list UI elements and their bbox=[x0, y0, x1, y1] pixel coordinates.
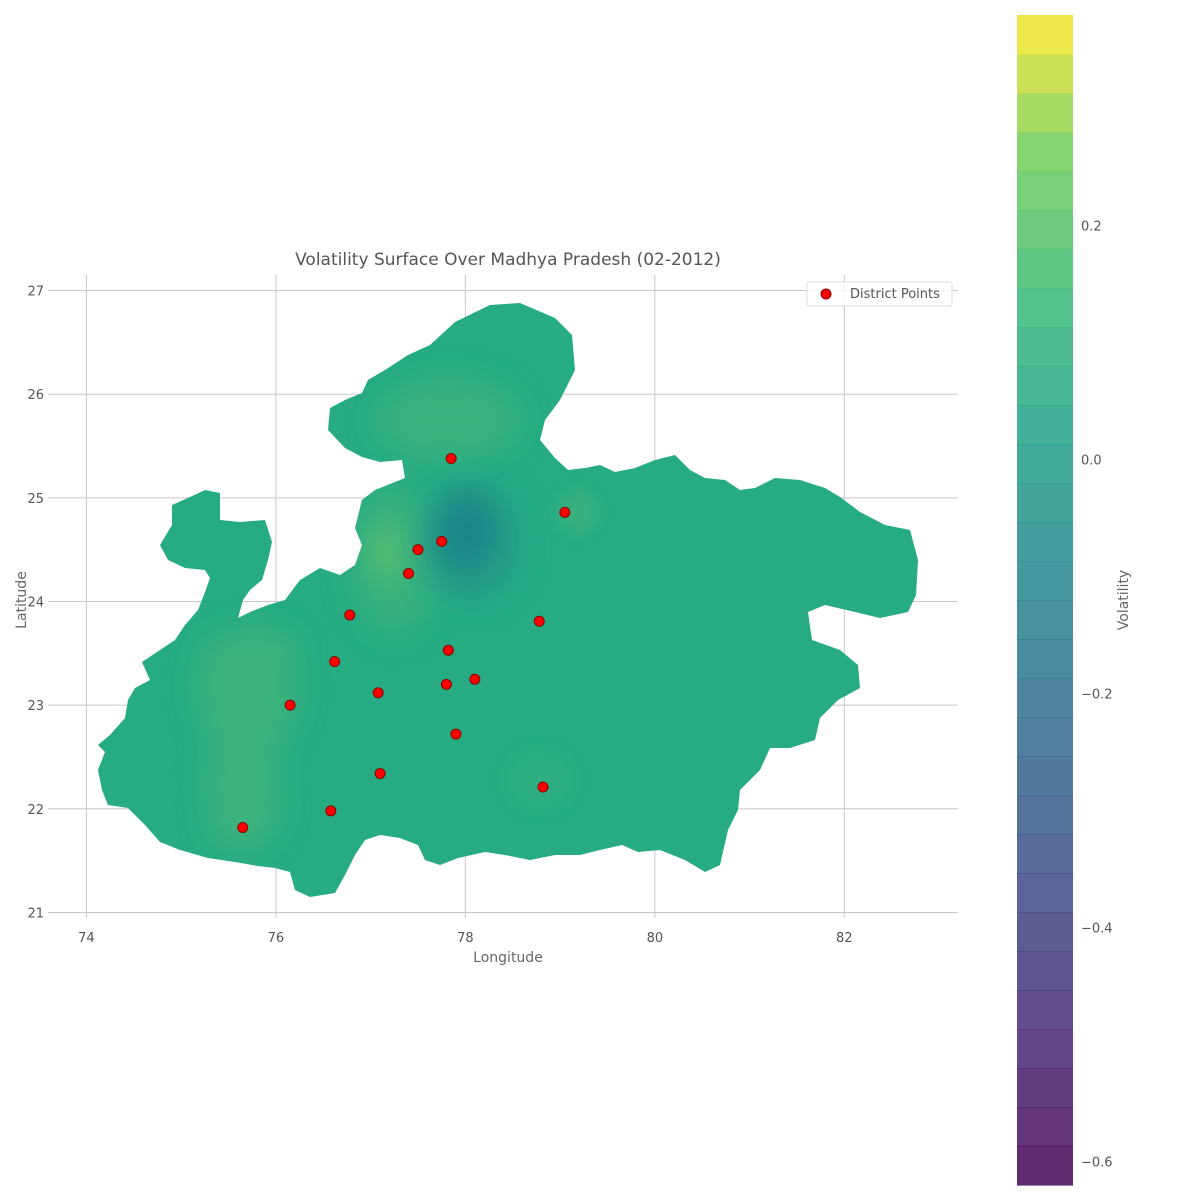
colorbar-band bbox=[1017, 483, 1073, 523]
x-tick-label: 82 bbox=[836, 931, 853, 946]
chart-title: Volatility Surface Over Madhya Pradesh (… bbox=[295, 250, 721, 270]
district-point bbox=[440, 678, 452, 690]
colorbar-band bbox=[1017, 54, 1073, 94]
colorbar-band bbox=[1017, 1107, 1073, 1147]
anomaly-high-center bbox=[350, 485, 440, 635]
colorbar-band bbox=[1017, 522, 1073, 562]
district-point bbox=[237, 821, 249, 833]
colorbar-band bbox=[1017, 795, 1073, 835]
legend-label: District Points bbox=[850, 287, 940, 302]
district-point bbox=[533, 615, 545, 627]
colorbar-band bbox=[1017, 873, 1073, 913]
colorbar-band bbox=[1017, 1029, 1073, 1069]
district-point bbox=[537, 781, 549, 793]
legend-marker bbox=[820, 288, 832, 300]
anomaly-high-north bbox=[376, 378, 520, 462]
y-tick-label: 25 bbox=[27, 492, 44, 507]
colorbar-tick-label: −0.6 bbox=[1081, 1156, 1113, 1171]
district-point bbox=[450, 728, 462, 740]
district-point bbox=[344, 609, 356, 621]
colorbar-band bbox=[1017, 834, 1073, 874]
colorbar-band bbox=[1017, 600, 1073, 640]
x-axis-label: Longitude bbox=[473, 950, 543, 966]
colorbar-band bbox=[1017, 210, 1073, 250]
y-tick-label: 26 bbox=[27, 388, 44, 403]
volatility-surface bbox=[98, 303, 918, 897]
colorbar: 0.2 0.0 −0.2 −0.4 −0.6 bbox=[1017, 15, 1113, 1186]
district-point bbox=[445, 452, 457, 464]
colorbar-tick-label: −0.2 bbox=[1081, 688, 1113, 703]
colorbar-band bbox=[1017, 327, 1073, 367]
colorbar-tick-label: 0.0 bbox=[1081, 454, 1102, 469]
colorbar-band bbox=[1017, 639, 1073, 679]
colorbar-band bbox=[1017, 990, 1073, 1030]
colorbar-band bbox=[1017, 171, 1073, 211]
x-tick-label: 74 bbox=[78, 931, 95, 946]
y-tick-label: 22 bbox=[27, 803, 44, 818]
colorbar-band bbox=[1017, 756, 1073, 796]
colorbar-label: Volatility bbox=[1116, 570, 1132, 630]
colorbar-band bbox=[1017, 951, 1073, 991]
anomaly-high-west bbox=[195, 625, 298, 850]
legend-box bbox=[806, 281, 953, 307]
colorbar-band bbox=[1017, 717, 1073, 757]
district-point bbox=[469, 673, 481, 685]
y-tick-label: 24 bbox=[27, 596, 44, 611]
x-tick-label: 78 bbox=[457, 931, 474, 946]
colorbar-band bbox=[1017, 249, 1073, 289]
y-tick-label: 27 bbox=[27, 285, 44, 300]
colorbar-band bbox=[1017, 1068, 1073, 1108]
x-tick-label: 76 bbox=[268, 931, 285, 946]
y-tick-label: 21 bbox=[27, 906, 44, 921]
district-point bbox=[412, 544, 424, 556]
district-point bbox=[372, 687, 384, 699]
colorbar-band bbox=[1017, 912, 1073, 952]
colorbar-band bbox=[1017, 132, 1073, 172]
colorbar-tick-label: 0.2 bbox=[1081, 220, 1102, 235]
y-tick-label: 23 bbox=[27, 699, 44, 714]
colorbar-band bbox=[1017, 405, 1073, 445]
legend: District Points bbox=[806, 281, 953, 307]
y-axis-label: Latitude bbox=[14, 571, 30, 629]
colorbar-band bbox=[1017, 561, 1073, 601]
colorbar-band bbox=[1017, 444, 1073, 484]
district-points bbox=[237, 452, 571, 833]
district-point bbox=[284, 699, 296, 711]
anomaly-low-core bbox=[420, 478, 520, 602]
anomaly-high-east bbox=[505, 490, 598, 810]
district-point bbox=[442, 644, 454, 656]
colorbar-band bbox=[1017, 366, 1073, 406]
colorbar-tick-label: −0.4 bbox=[1081, 922, 1113, 937]
colorbar-band bbox=[1017, 288, 1073, 328]
colorbar-band bbox=[1017, 1146, 1073, 1186]
colorbar-band bbox=[1017, 678, 1073, 718]
x-tick-label: 80 bbox=[647, 931, 664, 946]
district-point bbox=[329, 656, 341, 668]
district-point bbox=[325, 805, 337, 817]
axis-labels: Volatility Surface Over Madhya Pradesh (… bbox=[14, 250, 721, 966]
district-point bbox=[559, 506, 571, 518]
district-point bbox=[436, 535, 448, 547]
district-point bbox=[374, 768, 386, 780]
district-point bbox=[403, 568, 415, 580]
colorbar-band bbox=[1017, 15, 1073, 55]
colorbar-band bbox=[1017, 93, 1073, 133]
